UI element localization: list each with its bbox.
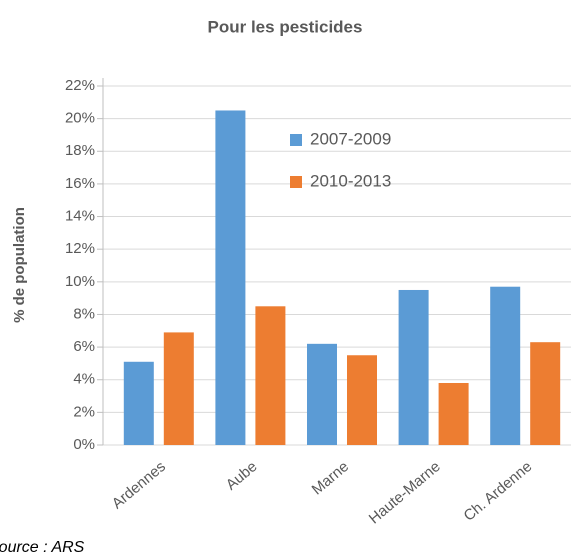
chart-title: Pour les pesticides [208,17,363,36]
x-tick-label: Ch. Ardenne [461,458,536,525]
y-tick-label: 2% [73,403,95,420]
bar [490,286,521,445]
y-tick-label: 6% [73,338,95,355]
legend-swatch [290,176,302,188]
legend-label: 2010-2013 [310,171,391,190]
bar [530,342,561,445]
bar [255,306,286,445]
y-tick-label: 4% [73,371,95,388]
y-tick-label: 8% [73,305,95,322]
y-tick-label: 12% [65,240,95,257]
legend-swatch [290,134,302,146]
bar [398,289,429,445]
bar [307,343,337,445]
y-tick-label: 22% [65,77,95,94]
bar [123,361,154,445]
bar [215,110,246,446]
x-tick-label: Aube [223,458,261,494]
x-tick-label: Marne [309,458,353,498]
y-tick-label: 14% [65,208,95,225]
y-tick-label: 16% [65,175,95,192]
y-tick-label: 20% [65,110,95,127]
y-tick-label: 0% [73,436,95,453]
x-tick-label: Haute-Marne [366,458,444,527]
y-tick-label: 10% [65,273,95,290]
bar [163,332,194,445]
bar [438,382,469,445]
y-tick-label: 18% [65,142,95,159]
y-axis-label: % de population [11,207,28,323]
source: Source : ARS [0,539,85,556]
legend-label: 2007-2009 [310,129,391,148]
bar [347,355,377,445]
x-tick-label: Ardennes [109,458,169,512]
